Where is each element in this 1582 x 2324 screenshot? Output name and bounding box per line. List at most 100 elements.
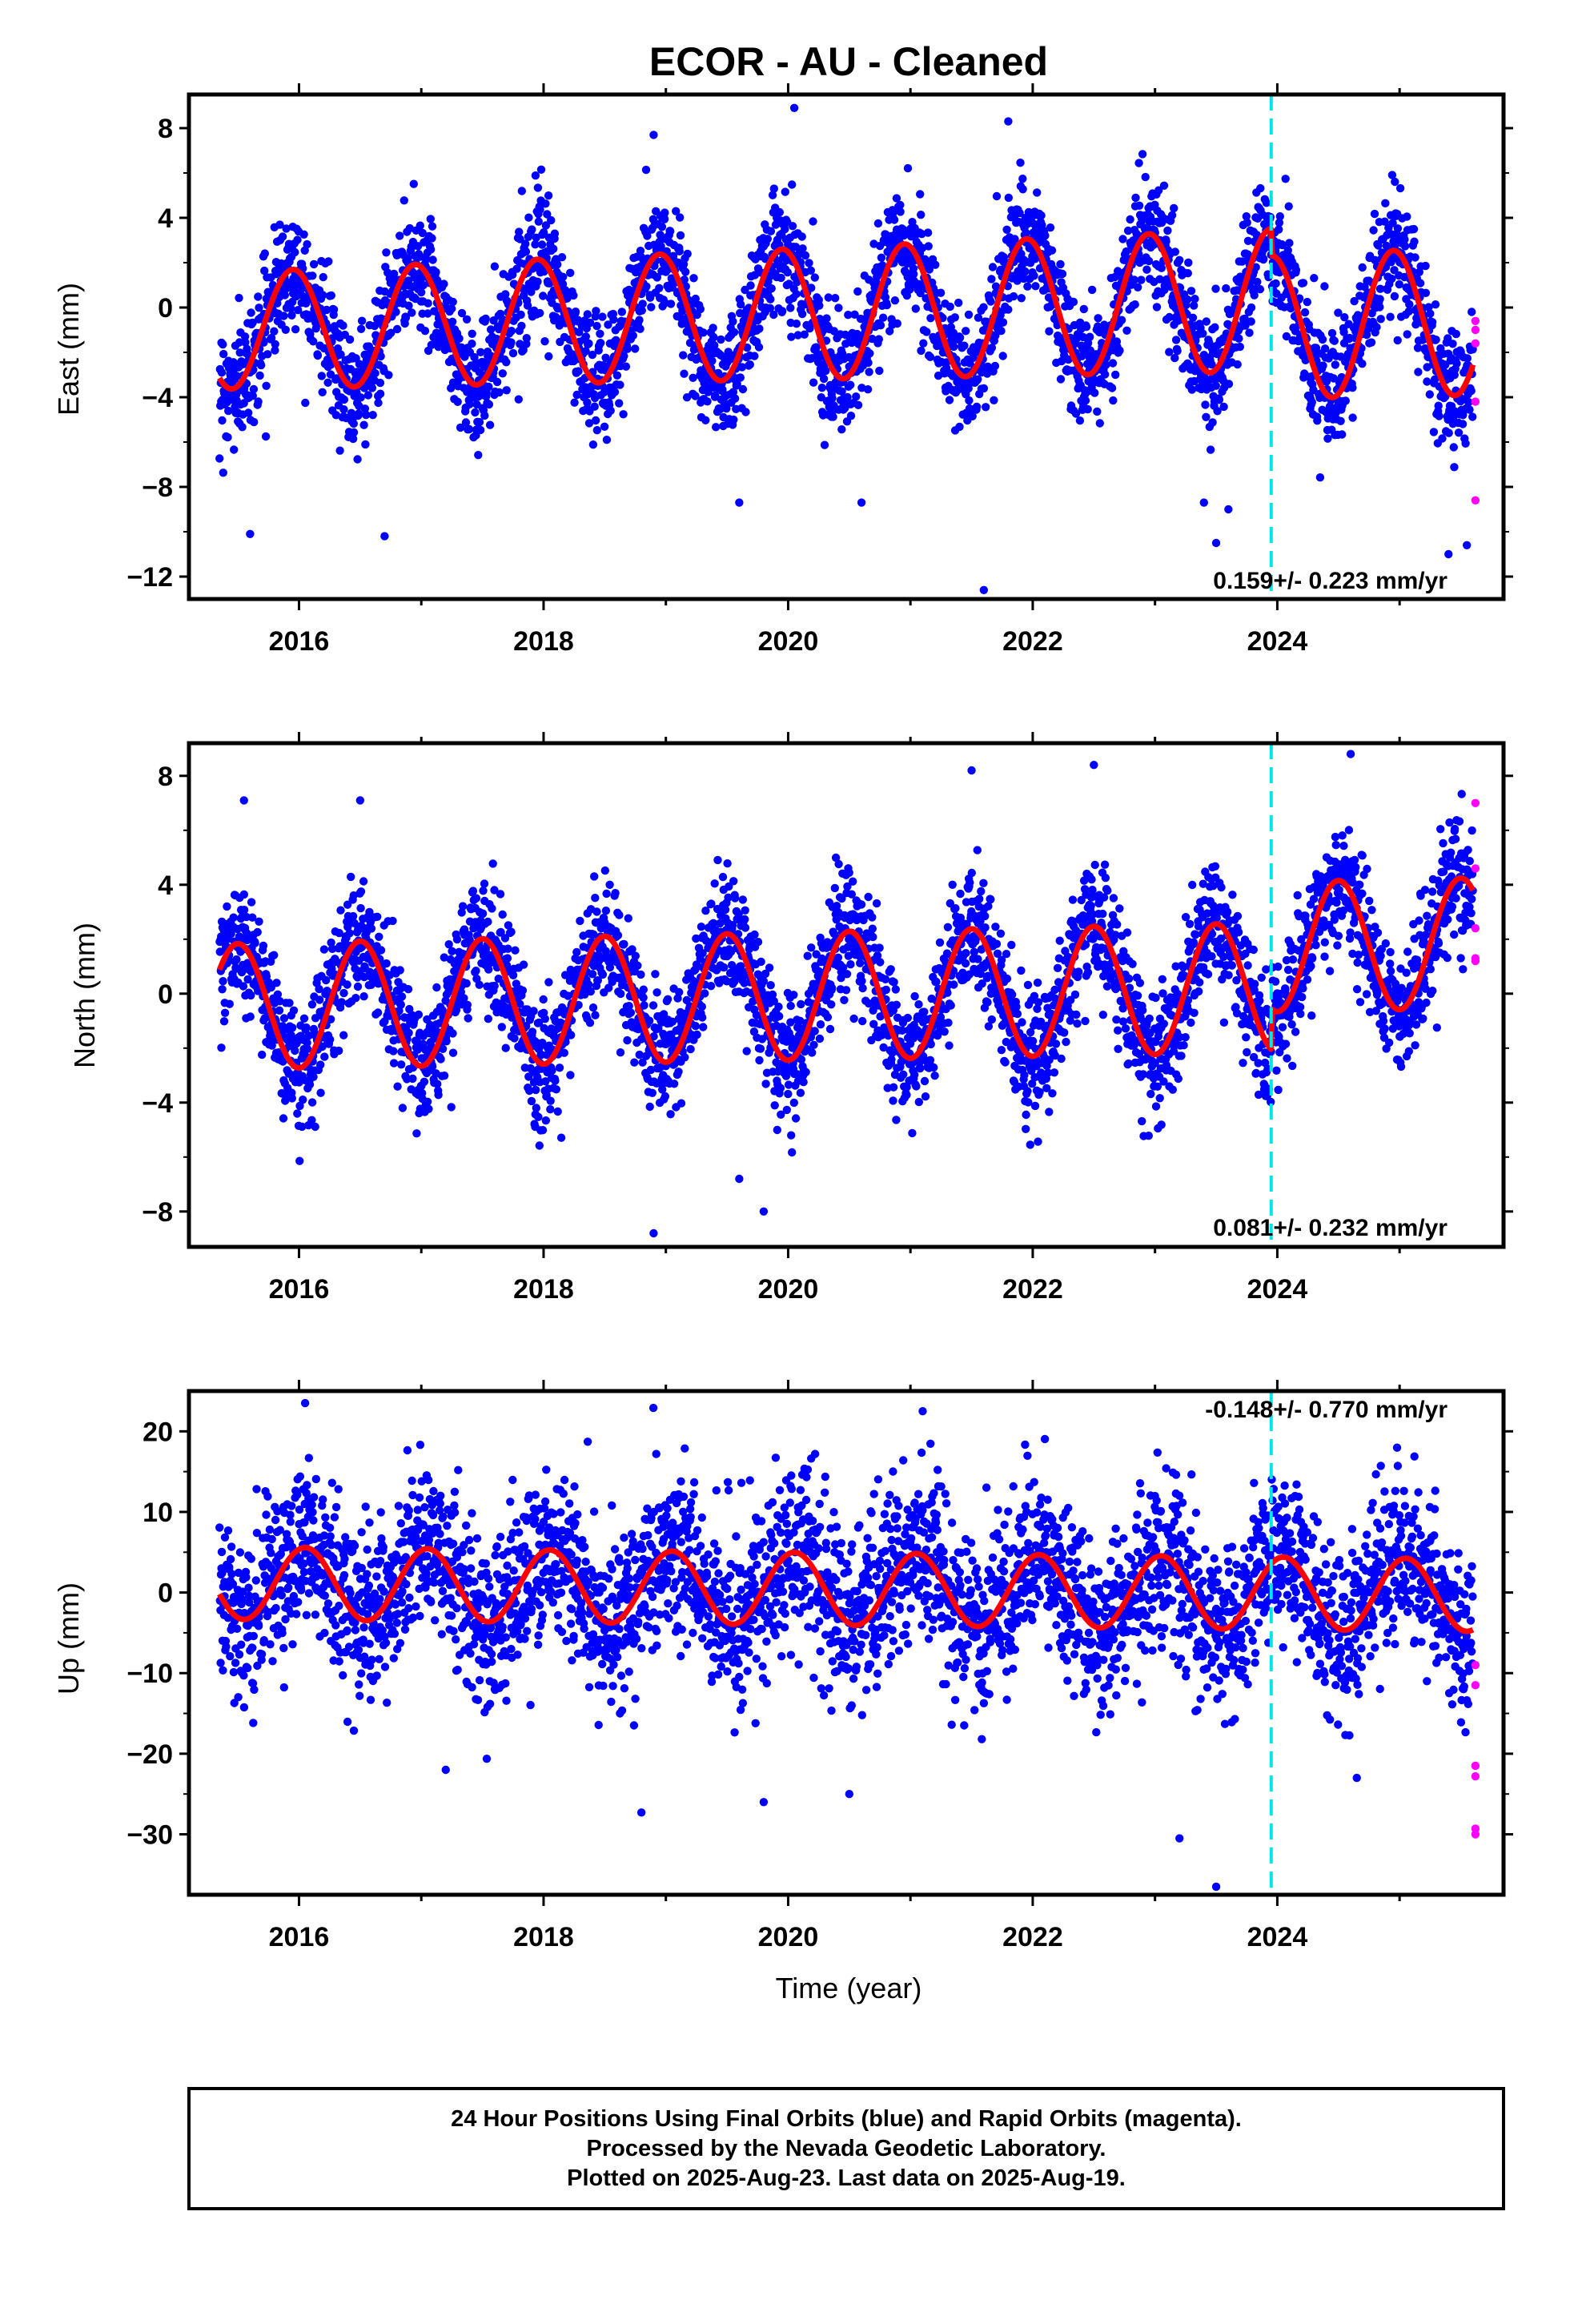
- final-orbit-point: [1454, 428, 1464, 437]
- final-orbit-point: [569, 291, 578, 300]
- final-orbit-point: [637, 306, 646, 315]
- final-orbit-point: [598, 970, 608, 979]
- final-orbit-point: [570, 398, 579, 407]
- final-orbit-point: [1165, 312, 1174, 322]
- final-orbit-point: [1240, 314, 1249, 324]
- final-orbit-point: [691, 294, 700, 304]
- final-orbit-point: [750, 271, 760, 279]
- final-orbit-point: [380, 532, 389, 541]
- final-orbit-point: [1255, 285, 1265, 294]
- final-orbit-point: [263, 350, 272, 359]
- final-orbit-point: [990, 396, 998, 404]
- final-orbit-point: [273, 990, 283, 999]
- final-orbit-point: [287, 311, 296, 320]
- final-orbit-point: [678, 307, 687, 316]
- final-orbit-point: [1336, 416, 1345, 425]
- final-orbit-point: [404, 301, 413, 310]
- final-orbit-point: [787, 332, 796, 341]
- final-orbit-point: [645, 1102, 654, 1112]
- final-orbit-point: [598, 312, 607, 321]
- final-orbit-point: [815, 301, 824, 310]
- final-orbit-point: [1245, 328, 1254, 337]
- final-orbit-point: [819, 374, 829, 384]
- final-orbit-point: [746, 281, 755, 290]
- final-orbit-point: [663, 995, 673, 1004]
- final-orbit-point: [502, 358, 511, 367]
- final-orbit-point: [592, 426, 601, 435]
- final-orbit-point: [718, 872, 728, 882]
- final-orbit-point: [457, 908, 466, 917]
- final-orbit-point: [738, 384, 748, 394]
- final-orbit-point: [524, 213, 533, 222]
- final-orbit-point: [498, 910, 507, 919]
- final-orbit-point: [267, 333, 276, 343]
- final-orbit-point: [1069, 297, 1078, 307]
- final-orbit-point: [392, 324, 402, 334]
- final-orbit-point: [507, 927, 516, 936]
- final-orbit-point: [686, 1044, 695, 1054]
- final-orbit-point: [246, 529, 255, 538]
- final-orbit-point: [1201, 400, 1210, 409]
- final-orbit-point: [539, 228, 548, 237]
- final-orbit-point: [349, 419, 358, 428]
- final-orbit-point: [1301, 356, 1310, 364]
- final-orbit-point: [481, 314, 490, 324]
- final-orbit-point: [1117, 316, 1126, 324]
- final-orbit-point: [600, 866, 609, 875]
- final-orbit-point: [946, 302, 954, 312]
- final-orbit-point: [829, 327, 839, 336]
- final-orbit-point: [230, 445, 239, 454]
- final-orbit-point: [1033, 188, 1042, 197]
- final-orbit-point: [703, 397, 712, 406]
- final-orbit-point: [294, 306, 303, 315]
- final-orbit-point: [1016, 159, 1025, 167]
- final-orbit-point: [275, 1006, 284, 1015]
- final-orbit-point: [1358, 263, 1367, 272]
- final-orbit-point: [418, 228, 427, 238]
- final-orbit-point: [896, 207, 905, 216]
- final-orbit-point: [1413, 344, 1423, 352]
- rapid-orbit-point: [1471, 496, 1480, 505]
- final-orbit-point: [584, 980, 593, 989]
- final-orbit-point: [1247, 317, 1255, 326]
- final-orbit-point: [401, 313, 411, 322]
- final-orbit-point: [248, 913, 257, 922]
- final-orbit-point: [741, 408, 750, 416]
- final-orbit-point: [1163, 226, 1172, 235]
- final-orbit-point: [541, 199, 550, 208]
- final-orbit-point: [335, 1046, 343, 1055]
- final-orbit-point: [659, 1010, 669, 1019]
- final-orbit-point: [528, 225, 536, 234]
- final-orbit-point: [1452, 359, 1461, 368]
- final-orbit-point: [1374, 241, 1383, 250]
- final-orbit-point: [220, 1008, 230, 1018]
- final-orbit-point: [539, 995, 548, 1004]
- final-orbit-point: [843, 392, 852, 402]
- final-orbit-point: [397, 992, 407, 1001]
- final-orbit-point: [631, 344, 640, 353]
- final-orbit-point: [1087, 285, 1097, 295]
- final-orbit-point: [1101, 370, 1110, 379]
- final-orbit-point: [863, 385, 873, 394]
- final-orbit-point: [924, 242, 933, 251]
- final-orbit-point: [1341, 396, 1351, 405]
- final-orbit-point: [822, 314, 831, 323]
- final-orbit-point: [1107, 384, 1117, 392]
- final-orbit-point: [382, 248, 391, 257]
- final-orbit-point: [1465, 405, 1474, 414]
- final-orbit-point: [468, 329, 476, 338]
- final-orbit-point: [248, 392, 257, 400]
- final-orbit-point: [396, 966, 404, 975]
- final-orbit-point: [631, 951, 640, 960]
- final-orbit-point: [1081, 396, 1090, 405]
- final-orbit-point: [224, 406, 233, 416]
- final-orbit-point: [853, 287, 862, 296]
- final-orbit-point: [356, 393, 365, 402]
- final-orbit-point: [639, 985, 648, 994]
- final-orbit-point: [255, 304, 263, 312]
- final-orbit-point: [654, 1024, 663, 1033]
- final-orbit-point: [409, 179, 418, 188]
- final-orbit-point: [643, 231, 652, 240]
- final-orbit-point: [680, 369, 689, 378]
- final-orbit-point: [501, 290, 510, 299]
